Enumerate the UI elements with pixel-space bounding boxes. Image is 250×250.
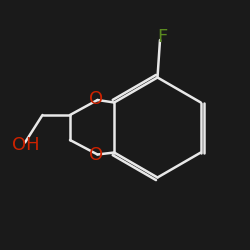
Text: F: F: [158, 28, 168, 46]
Text: OH: OH: [12, 136, 40, 154]
Text: O: O: [89, 146, 103, 164]
Text: O: O: [89, 90, 103, 108]
